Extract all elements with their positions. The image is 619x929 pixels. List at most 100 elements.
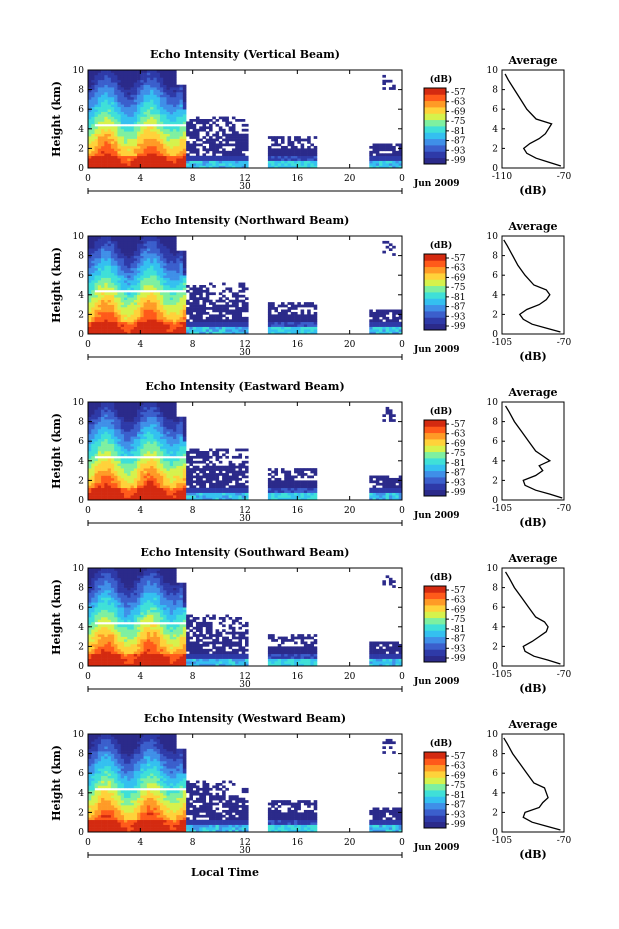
heatmap-cell: [176, 304, 180, 308]
heatmap-cell: [150, 463, 154, 466]
heatmap-cell: [169, 282, 174, 286]
heatmap-cell: [150, 314, 154, 318]
heatmap-cell: [182, 282, 187, 286]
heatmap-cell: [163, 87, 167, 90]
heatmap-cell: [300, 163, 305, 166]
heatmap-cell: [123, 487, 128, 491]
heatmap-cell: [91, 487, 95, 491]
heatmap-cell: [199, 455, 203, 459]
heatmap-cell: [182, 111, 187, 115]
heatmap-cell: [166, 326, 171, 330]
colorbar-swatch: [424, 273, 446, 280]
heatmap-cell: [189, 133, 193, 137]
heatmap-cell: [192, 294, 197, 298]
heatmap-cell: [104, 485, 108, 489]
heatmap-cell: [120, 126, 125, 130]
heatmap-cell: [153, 329, 157, 332]
heatmap-cell: [156, 87, 161, 90]
heatmap-cell: [192, 297, 197, 300]
heatmap-cell: [101, 321, 105, 325]
heatmap-cell: [110, 87, 115, 90]
heatmap-cell: [156, 411, 161, 415]
heatmap-cell: [107, 243, 112, 247]
heatmap-cell: [104, 272, 108, 276]
heatmap-cell: [166, 99, 171, 103]
heatmap-cell: [166, 248, 171, 251]
heatmap-cell: [117, 485, 122, 489]
heatmap-cell: [199, 477, 203, 481]
heatmap-cell: [166, 324, 171, 327]
heatmap-cell: [156, 287, 161, 291]
heatmap-cell: [228, 460, 233, 464]
heatmap-cell: [91, 433, 95, 437]
heatmap-cell: [156, 280, 161, 283]
heatmap-cell: [163, 460, 167, 464]
heatmap-cell: [97, 282, 102, 286]
heatmap-cell: [153, 309, 157, 313]
heatmap-cell: [186, 299, 190, 303]
heatmap-cell: [120, 282, 125, 286]
heatmap-cell: [375, 165, 380, 169]
heatmap-cell: [137, 101, 141, 105]
heatmap-cell: [101, 316, 105, 320]
heatmap-cell: [169, 297, 174, 300]
heatmap-cell: [146, 285, 151, 288]
heatmap-cell: [130, 428, 135, 432]
heatmap-cell: [303, 314, 308, 318]
heatmap-cell: [182, 465, 187, 469]
heatmap-cell: [271, 153, 275, 157]
heatmap-cell: [123, 236, 128, 239]
heatmap-cell: [245, 319, 249, 323]
heatmap-cell: [146, 106, 151, 110]
heatmap-cell: [369, 309, 373, 313]
colorbar-swatch: [424, 119, 446, 127]
heatmap-cell: [238, 133, 243, 137]
heatmap-cell: [222, 116, 226, 120]
heatmap-cell: [218, 480, 223, 484]
heatmap-cell: [182, 302, 187, 305]
heatmap-cell: [150, 441, 154, 444]
heatmap-cell: [169, 245, 174, 249]
heatmap-cell: [199, 143, 203, 147]
heatmap-cell: [110, 419, 115, 422]
heatmap-cell: [88, 431, 92, 435]
heatmap-cell: [310, 314, 314, 318]
heatmap-cell: [120, 495, 125, 498]
heatmap-cell: [127, 294, 131, 298]
heatmap-cell: [127, 143, 131, 147]
heatmap-cell: [127, 411, 131, 415]
heatmap-cell: [143, 443, 148, 447]
heatmap-cell: [143, 497, 148, 501]
heatmap-cell: [104, 153, 108, 157]
heatmap-cell: [166, 165, 171, 169]
heatmap-cell: [123, 428, 128, 432]
heatmap-cell: [91, 289, 95, 293]
heatmap-cell: [120, 299, 125, 303]
heatmap-cell: [140, 463, 144, 466]
heatmap-cell: [127, 470, 131, 474]
heatmap-cell: [271, 160, 275, 164]
heatmap-cell: [163, 441, 167, 444]
heatmap-cell: [101, 240, 105, 244]
heatmap-cell: [287, 153, 292, 157]
heatmap-cell: [392, 324, 396, 327]
heatmap-cell: [215, 316, 220, 320]
heatmap-cell: [176, 297, 180, 300]
heatmap-cell: [156, 487, 161, 491]
heatmap-cell: [310, 329, 314, 332]
heatmap-cell: [159, 133, 164, 137]
heatmap-cell: [215, 123, 220, 127]
heatmap-cell: [140, 329, 144, 332]
heatmap-cell: [192, 331, 197, 335]
heatmap-cell: [153, 495, 157, 498]
heatmap-cell: [104, 304, 108, 308]
heatmap-cell: [120, 99, 125, 103]
heatmap-cell: [130, 294, 135, 298]
heatmap-cell: [140, 458, 144, 462]
heatmap-cell: [392, 331, 396, 335]
heatmap-cell: [123, 426, 128, 430]
heatmap-cell: [290, 326, 295, 330]
heatmap-cell: [231, 470, 236, 474]
heatmap-cell: [186, 153, 190, 157]
heatmap-cell: [209, 497, 213, 501]
